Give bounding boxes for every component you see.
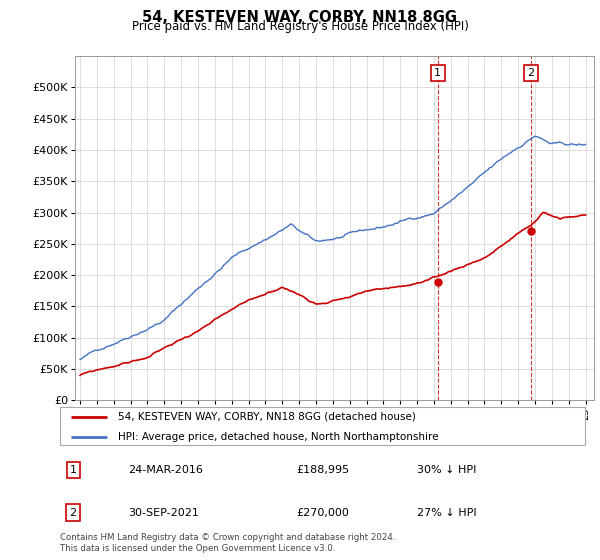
Text: 54, KESTEVEN WAY, CORBY, NN18 8GG: 54, KESTEVEN WAY, CORBY, NN18 8GG (143, 10, 458, 25)
Text: 2: 2 (70, 507, 77, 517)
Text: HPI: Average price, detached house, North Northamptonshire: HPI: Average price, detached house, Nort… (118, 432, 438, 442)
FancyBboxPatch shape (60, 407, 585, 445)
Text: 1: 1 (70, 465, 77, 475)
Text: 2: 2 (527, 68, 535, 78)
Text: £188,995: £188,995 (296, 465, 349, 475)
Text: 27% ↓ HPI: 27% ↓ HPI (417, 507, 476, 517)
Text: 24-MAR-2016: 24-MAR-2016 (128, 465, 203, 475)
Text: Price paid vs. HM Land Registry's House Price Index (HPI): Price paid vs. HM Land Registry's House … (131, 20, 469, 33)
Text: 1: 1 (434, 68, 441, 78)
Text: 30% ↓ HPI: 30% ↓ HPI (417, 465, 476, 475)
Text: Contains HM Land Registry data © Crown copyright and database right 2024.
This d: Contains HM Land Registry data © Crown c… (60, 533, 395, 553)
Text: 30-SEP-2021: 30-SEP-2021 (128, 507, 199, 517)
Text: £270,000: £270,000 (296, 507, 349, 517)
Text: 54, KESTEVEN WAY, CORBY, NN18 8GG (detached house): 54, KESTEVEN WAY, CORBY, NN18 8GG (detac… (118, 412, 416, 422)
